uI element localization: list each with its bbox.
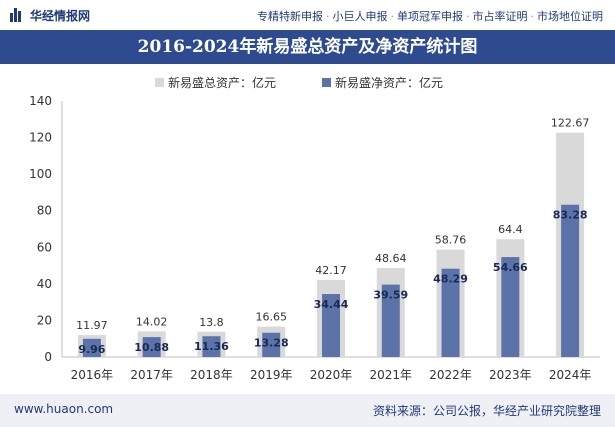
x-tick-label: 2021年 [370,368,413,382]
bar-net [561,204,580,357]
x-tick-label: 2018年 [190,368,233,382]
legend-swatch-net [322,78,331,87]
separator: · [530,10,535,23]
bar-net [202,336,221,357]
data-label-total: 14.02 [136,315,168,328]
data-label-net: 34.44 [314,298,349,311]
bar-net [322,294,340,357]
brand-name[interactable]: 华经情报网 [30,9,91,23]
logo-icon [10,8,22,22]
x-tick-label: 2023年 [489,368,532,382]
service-link[interactable]: 市占率证明 [472,10,528,23]
data-label-net: 83.28 [553,209,588,222]
legend-label-net: 新易盛净资产：亿元 [335,76,444,90]
data-label-net: 54.66 [493,261,528,274]
y-tick-label: 100 [29,167,52,181]
footer: www.huaon.com 资料来源：公司公报，华经产业研究院整理 [0,394,615,427]
data-label-total: 58.76 [435,234,467,247]
data-label-net: 39.59 [373,289,408,302]
y-tick-label: 60 [37,240,52,254]
x-tick-label: 2016年 [71,368,114,382]
separator: · [326,10,330,23]
service-link[interactable]: 专精特新申报 [257,10,323,23]
title-bar: 2016-2024年新易盛总资产及净资产统计图 [0,30,615,64]
data-label-net: 9.96 [78,343,105,356]
bar-net [142,337,161,357]
separator: · [466,10,470,23]
x-tick-label: 2017年 [130,368,173,382]
data-label-total: 64.4 [498,223,523,236]
top-bar: 华经情报网 专精特新申报 · 小巨人申报 · 单项冠军申报 · 市占率证明 · 市场地位证明 [0,0,615,30]
data-label-total: 122.67 [551,117,590,130]
chart-title: 2016-2024年新易盛总资产及净资产统计图 [137,37,478,57]
legend-item-total: 新易盛总资产：亿元 [155,74,276,91]
source-note: 资料来源：公司公报，华经产业研究院整理 [372,404,601,418]
y-tick-label: 40 [37,277,52,291]
bar-net [262,332,281,357]
x-tick-label: 2022年 [429,368,472,382]
separator: · [390,10,395,23]
chart-legend: 新易盛总资产：亿元 新易盛净资产：亿元 [0,72,615,92]
bar-net [501,257,520,357]
bar-net [82,338,101,357]
data-label-net: 48.29 [433,273,468,286]
legend-item-net: 新易盛净资产：亿元 [322,74,443,91]
bar-chart: 0 20 40 60 80 100 120 140 11.97 9.96 2016年 14.02 10.… [29,94,600,382]
bar-net [381,284,400,357]
service-link[interactable]: 单项冠军申报 [397,10,463,23]
x-tick-label: 2024年 [549,368,592,382]
data-label-total: 42.17 [315,264,347,277]
data-label-total: 48.64 [375,252,407,265]
y-tick-label: 140 [29,94,52,108]
y-tick-label: 20 [37,313,52,327]
data-label-total: 16.65 [255,311,287,324]
service-link[interactable]: 小巨人申报 [332,10,388,23]
x-tick-label: 2020年 [310,368,353,382]
data-label-total: 11.97 [76,319,108,332]
service-link[interactable]: 市场地位证明 [537,10,603,23]
data-label-net: 10.88 [134,341,169,354]
service-links: 专精特新申报 · 小巨人申报 · 单项冠军申报 · 市占率证明 · 市场地位证明 [257,8,603,24]
y-tick-label: 120 [29,131,52,145]
legend-label-total: 新易盛总资产：亿元 [168,76,277,90]
data-label-net: 13.28 [254,337,289,350]
bar-net [441,268,460,357]
x-tick-label: 2019年 [250,368,293,382]
y-tick-label: 80 [37,204,52,218]
y-tick-label: 0 [44,350,52,364]
data-label-total: 13.8 [199,316,224,329]
data-label-net: 11.36 [194,340,229,353]
website-link[interactable]: www.huaon.com [14,402,114,416]
legend-swatch-total [155,78,164,87]
